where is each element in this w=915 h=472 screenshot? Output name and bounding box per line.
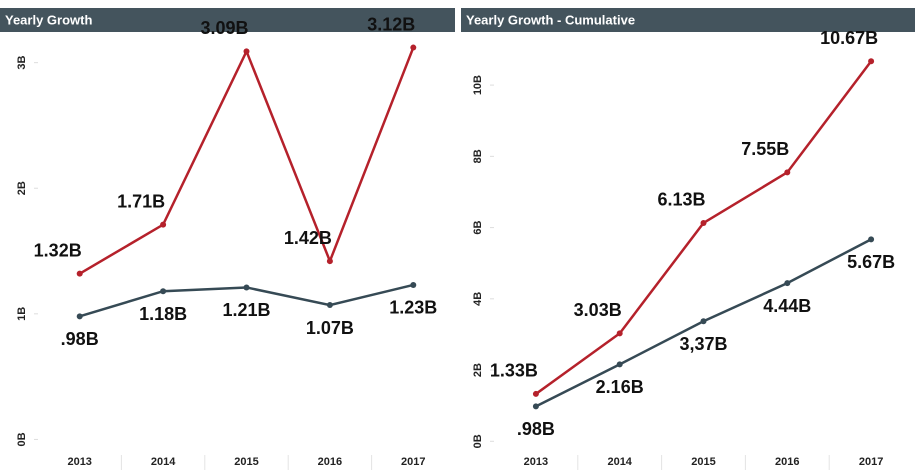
x-tick-label: 2015 (234, 456, 258, 468)
data-label: 6.13B (657, 190, 705, 210)
x-tick-label: 2013 (524, 456, 548, 468)
data-label: 3.12B (367, 14, 415, 34)
data-label: 1.32B (34, 240, 82, 260)
data-point (326, 258, 333, 265)
chart-title: Yearly Growth (5, 12, 92, 27)
data-point (532, 390, 539, 397)
data-label: 1.71B (117, 191, 165, 211)
x-tick-label: 2014 (607, 456, 632, 468)
x-tick-label: 2016 (775, 456, 799, 468)
chart-title: Yearly Growth - Cumulative (466, 12, 635, 27)
data-point (76, 313, 83, 320)
data-label: 4.44B (763, 296, 811, 316)
data-label: 10.67B (820, 28, 878, 48)
data-point (700, 219, 707, 226)
data-point (616, 361, 623, 368)
y-tick-label: 6B (472, 220, 484, 234)
data-label: 7.55B (741, 139, 789, 159)
y-tick-label: 1B (16, 307, 28, 321)
data-point (616, 330, 623, 337)
y-tick-label: 4B (472, 292, 484, 306)
y-tick-label: 3B (16, 56, 28, 70)
data-point (532, 403, 539, 410)
data-point (700, 318, 707, 325)
data-label: 2.16B (596, 377, 644, 397)
data-label: .98B (517, 419, 555, 439)
data-label: 1.07B (306, 318, 354, 338)
data-point (243, 48, 250, 55)
y-tick-label: 2B (472, 363, 484, 377)
data-point (410, 281, 417, 288)
y-tick-label: 10B (472, 75, 484, 95)
x-tick-label: 2016 (318, 456, 342, 468)
panel-header (461, 8, 915, 32)
data-label: 3.09B (200, 18, 248, 38)
panel-header (0, 8, 455, 32)
data-label: 1.33B (490, 361, 538, 381)
data-label: .98B (61, 329, 99, 349)
data-point (784, 280, 791, 287)
y-tick-label: 8B (472, 149, 484, 163)
y-tick-label: 0B (472, 434, 484, 448)
data-label: 5.67B (847, 252, 895, 272)
data-point (76, 270, 83, 277)
x-tick-label: 2013 (67, 456, 91, 468)
x-tick-label: 2017 (401, 456, 425, 468)
y-tick-label: 0B (16, 432, 28, 446)
data-point (410, 44, 417, 51)
x-tick-label: 2017 (859, 456, 883, 468)
data-point (160, 288, 167, 295)
data-label: 1.18B (139, 304, 187, 324)
data-label: 1.42B (284, 228, 332, 248)
data-point (243, 284, 250, 291)
data-point (326, 302, 333, 309)
data-point (160, 221, 167, 228)
data-point (784, 169, 791, 176)
data-point (868, 236, 875, 243)
x-tick-label: 2015 (691, 456, 715, 468)
y-tick-label: 2B (16, 181, 28, 195)
data-label: 1.21B (222, 300, 270, 320)
data-label: 3,37B (679, 334, 727, 354)
data-label: 3.03B (574, 300, 622, 320)
data-label: 1.23B (389, 298, 437, 318)
x-tick-label: 2014 (151, 456, 176, 468)
data-point (868, 58, 875, 65)
